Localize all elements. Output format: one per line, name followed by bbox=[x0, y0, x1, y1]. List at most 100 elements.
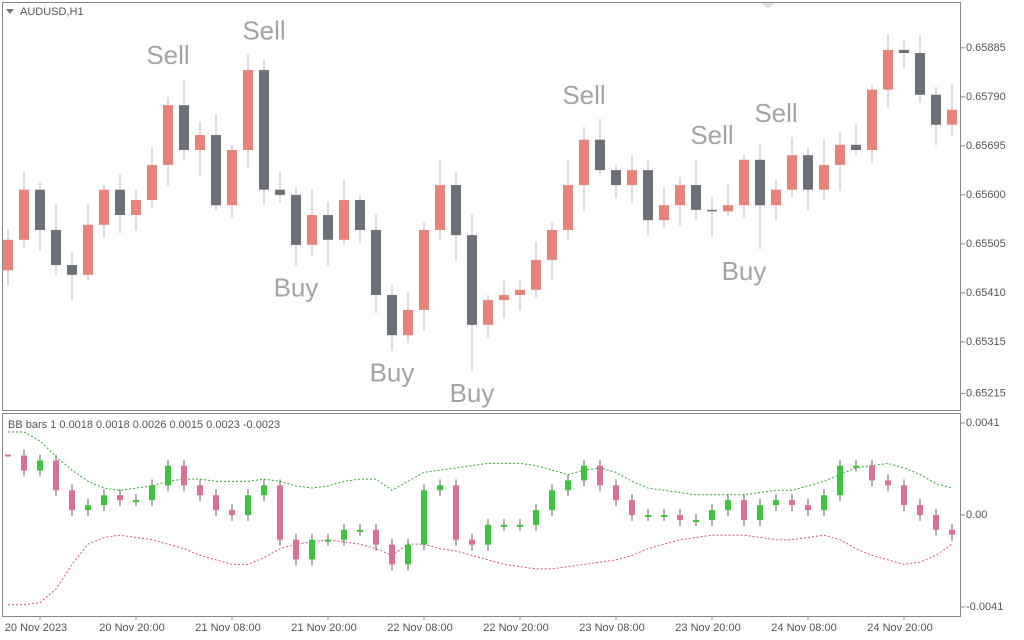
candle-body bbox=[723, 205, 733, 212]
osc-bar bbox=[149, 485, 155, 501]
osc-bar bbox=[453, 485, 459, 540]
osc-bar bbox=[885, 480, 891, 486]
x-tick-label: 20 Nov 2023 bbox=[5, 622, 67, 634]
osc-bar bbox=[661, 515, 667, 517]
candle-body bbox=[35, 189, 45, 230]
candle-body bbox=[739, 159, 749, 206]
x-tick-label: 24 Nov 20:00 bbox=[867, 622, 932, 634]
osc-bar bbox=[677, 515, 683, 520]
candle-body bbox=[499, 294, 509, 301]
candle-body bbox=[483, 300, 493, 325]
candle-body bbox=[931, 94, 941, 125]
candle-body bbox=[915, 53, 925, 95]
osc-bar bbox=[949, 529, 955, 535]
x-tick-label: 24 Nov 08:00 bbox=[771, 622, 836, 634]
osc-bar bbox=[325, 539, 331, 542]
osc-bar bbox=[117, 495, 123, 501]
signal-label: Sell bbox=[754, 98, 797, 128]
x-tick-label: 23 Nov 08:00 bbox=[579, 622, 644, 634]
candle-body bbox=[579, 139, 589, 186]
osc-bar bbox=[53, 460, 59, 491]
candle-body bbox=[467, 235, 477, 325]
osc-bar bbox=[37, 460, 43, 471]
symbol-menu-arrow[interactable] bbox=[6, 9, 14, 14]
osc-bar bbox=[261, 485, 267, 496]
signal-label: Sell bbox=[562, 80, 605, 110]
candle-body bbox=[451, 185, 461, 236]
osc-bar bbox=[341, 529, 347, 540]
y-tick-label: 0.65505 bbox=[966, 238, 1006, 250]
osc-bar bbox=[85, 505, 91, 511]
candle-body bbox=[307, 214, 317, 245]
signal-label: Sell bbox=[690, 120, 733, 150]
osc-bar bbox=[485, 524, 491, 545]
candle-body bbox=[531, 259, 541, 290]
y-tick-label: 0.65790 bbox=[966, 91, 1006, 103]
candle-body bbox=[179, 105, 189, 150]
candle-body bbox=[435, 185, 445, 230]
osc-bar bbox=[837, 465, 843, 496]
candle-body bbox=[99, 189, 109, 225]
candle-body bbox=[419, 229, 429, 310]
candle-body bbox=[227, 149, 237, 206]
y-tick-label: 0.65315 bbox=[966, 336, 1006, 348]
y-tick-label: 0.65215 bbox=[966, 387, 1006, 399]
osc-bar bbox=[517, 524, 523, 527]
candle-body bbox=[755, 159, 765, 206]
candle-body bbox=[515, 289, 525, 295]
candle-body bbox=[243, 70, 253, 150]
y-tick-label: 0.65885 bbox=[966, 42, 1006, 54]
signal-label: Sell bbox=[146, 40, 189, 70]
x-tick-label: 21 Nov 20:00 bbox=[291, 622, 356, 634]
y-tick-label: 0.65600 bbox=[966, 189, 1006, 201]
candle-body bbox=[163, 105, 173, 165]
osc-bar bbox=[789, 500, 795, 506]
candle-body bbox=[867, 89, 877, 150]
candle-body bbox=[67, 265, 77, 275]
candle-body bbox=[691, 185, 701, 210]
candle-body bbox=[323, 214, 333, 240]
osc-bar bbox=[133, 500, 139, 503]
candle-body bbox=[387, 294, 397, 336]
candle-body bbox=[627, 170, 637, 186]
candle-body bbox=[19, 189, 29, 240]
signal-label: Buy bbox=[450, 378, 495, 408]
candle-body bbox=[51, 229, 61, 266]
osc-bar bbox=[357, 529, 363, 532]
signal-label: Sell bbox=[242, 15, 285, 45]
osc-bar bbox=[181, 465, 187, 486]
candle-body bbox=[547, 229, 557, 260]
x-tick-label: 23 Nov 20:00 bbox=[675, 622, 740, 634]
y-tick-label: 0.65410 bbox=[966, 287, 1006, 299]
candle-body bbox=[355, 200, 365, 230]
candle-body bbox=[3, 239, 13, 271]
candle-body bbox=[403, 309, 413, 336]
osc-bar bbox=[309, 539, 315, 560]
osc-bar bbox=[629, 500, 635, 515]
osc-bar bbox=[245, 495, 251, 515]
osc-bar bbox=[901, 485, 907, 506]
candle-body bbox=[275, 189, 285, 195]
osc-bar bbox=[869, 465, 875, 481]
osc-bar bbox=[293, 539, 299, 560]
osc-bar bbox=[277, 485, 283, 540]
osc-bar bbox=[773, 500, 779, 506]
osc-bar bbox=[21, 455, 27, 471]
osc-bar bbox=[101, 495, 107, 506]
candle-body bbox=[83, 224, 93, 275]
candle-body bbox=[883, 49, 893, 90]
candle-body bbox=[787, 155, 797, 190]
osc-bar bbox=[437, 485, 443, 491]
x-tick-label: 22 Nov 08:00 bbox=[387, 622, 452, 634]
indicator-title: BB bars 1 0.0018 0.0018 0.0026 0.0015 0.… bbox=[8, 419, 280, 431]
candle-body bbox=[195, 135, 205, 150]
osc-bar bbox=[469, 539, 475, 545]
candle-body bbox=[611, 170, 621, 186]
candle-body bbox=[563, 185, 573, 230]
candle-body bbox=[371, 229, 381, 295]
candle-body bbox=[659, 205, 669, 221]
x-tick-label: 22 Nov 20:00 bbox=[483, 622, 548, 634]
candle-body bbox=[147, 164, 157, 201]
candle-body bbox=[211, 135, 221, 206]
